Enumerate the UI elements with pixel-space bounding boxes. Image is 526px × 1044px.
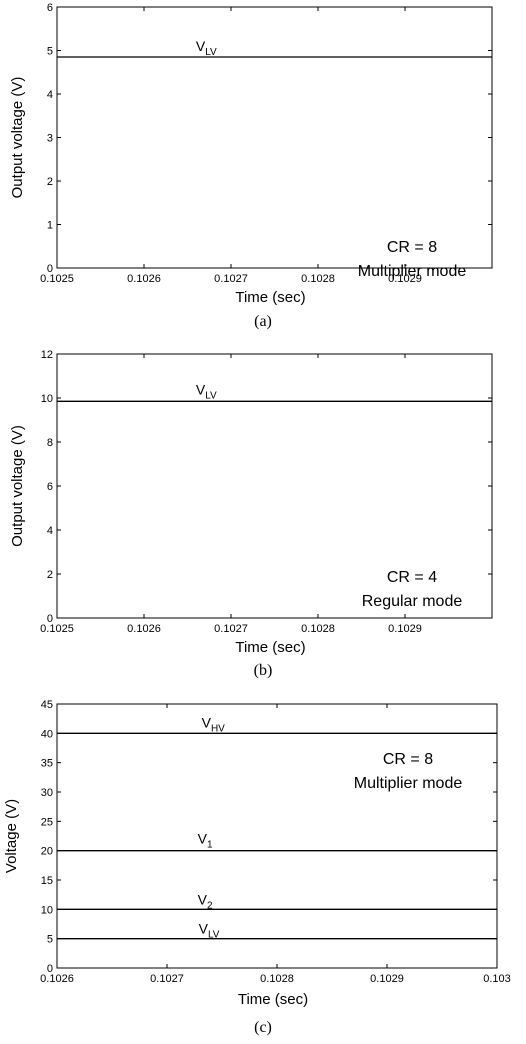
y-tick-label-a: 2 — [47, 176, 53, 188]
series-label-subscript: 2 — [207, 900, 213, 911]
y-tick-label-c: 10 — [41, 904, 53, 916]
plot-frame-a — [56, 6, 493, 269]
series-label-main: V — [198, 831, 208, 847]
y-tick-label-a: 1 — [47, 220, 53, 232]
panel-c: 0 5 10 15 20 25 30 35 40 45 0.1026 0.1027 0.1028 0.10… — [3, 699, 511, 1036]
x-tick-label-c: 0.103 — [483, 973, 511, 985]
annotation-mode-a: Multiplier mode — [358, 263, 467, 280]
series-label-main: V — [199, 921, 209, 937]
x-tick-label-c: 0.1027 — [150, 973, 184, 985]
series-label-c-lv: VLV — [199, 921, 220, 941]
x-tick-label-a: 0.1029 — [388, 273, 422, 285]
y-tick-label-c: 35 — [41, 758, 53, 770]
series-label-main: V — [202, 714, 212, 730]
annotation-mode-b: Regular mode — [362, 593, 463, 610]
y-tick-label-a: 0 — [47, 263, 53, 275]
y-axis-label-a: Output voltage (V) — [9, 77, 26, 199]
series-label-subscript: HV — [211, 723, 225, 734]
series-label-subscript: LV — [205, 47, 217, 58]
series-label-c-2: V2 — [198, 891, 213, 911]
y-tick-label-b: 8 — [47, 437, 53, 449]
y-tick-label-c: 20 — [41, 846, 53, 858]
series-label-main: V — [196, 38, 206, 54]
y-axis-label-b: Output voltage (V) — [9, 425, 26, 547]
annotation-cr-b: CR = 4 — [387, 569, 437, 586]
x-tick-label-b: 0.1029 — [388, 623, 422, 635]
y-tick-label-b: 6 — [47, 481, 53, 493]
y-tick-label-c: 45 — [41, 699, 53, 711]
x-tick-label-a: 0.1027 — [214, 273, 248, 285]
series-label-c-hv: VHV — [202, 714, 226, 734]
y-tick-label-b: 0 — [47, 613, 53, 625]
series-label-subscript: LV — [208, 930, 220, 941]
y-tick-label-c: 25 — [41, 816, 53, 828]
y-tick-label-c: 0 — [47, 963, 53, 975]
x-tick-label-b: 0.1026 — [127, 623, 161, 635]
y-tick-label-b: 2 — [47, 569, 53, 581]
y-tick-label-a: 4 — [47, 89, 53, 101]
caption-c: (c) — [254, 1019, 272, 1036]
y-tick-label-c: 5 — [47, 934, 53, 946]
y-tick-label-a: 5 — [47, 46, 53, 58]
series-label-b-lv: VLV — [196, 381, 217, 401]
annotation-mode-c: Multiplier mode — [354, 775, 463, 792]
x-tick-label-c: 0.1029 — [370, 973, 404, 985]
x-tick-label-b: 0.1025 — [40, 623, 74, 635]
y-tick-label-c: 15 — [41, 875, 53, 887]
y-tick-label-b: 10 — [41, 393, 53, 405]
x-tick-label-b: 0.1027 — [214, 623, 248, 635]
caption-a: (a) — [254, 313, 272, 330]
x-axis-label-b: Time (sec) — [235, 639, 305, 656]
y-axis-label-c: Voltage (V) — [3, 799, 20, 873]
panel-a: 0 1 2 3 4 5 6 0.1025 0.1026 0.1027 0.1028 0.1029 VL… — [9, 2, 493, 330]
x-axis-label-a: Time (sec) — [235, 289, 305, 306]
x-tick-label-c: 0.1028 — [260, 973, 294, 985]
x-axis-label-c: Time (sec) — [238, 991, 308, 1008]
y-tick-label-a: 3 — [47, 133, 53, 145]
caption-b: (b) — [254, 662, 273, 679]
series-label-main: V — [198, 891, 208, 907]
series-label-c-1: V1 — [198, 831, 213, 851]
series-label-a-lv: VLV — [196, 38, 217, 58]
y-tick-label-a: 6 — [47, 2, 53, 14]
plot-frame-c — [56, 703, 498, 969]
series-label-main: V — [196, 381, 206, 397]
x-tick-label-b: 0.1028 — [301, 623, 335, 635]
y-tick-label-c: 40 — [41, 728, 53, 740]
series-label-subscript: LV — [205, 390, 217, 401]
x-tick-label-a: 0.1025 — [40, 273, 74, 285]
annotation-cr-c: CR = 8 — [383, 751, 433, 768]
annotation-cr-a: CR = 8 — [387, 239, 437, 256]
y-tick-label-b: 4 — [47, 525, 53, 537]
series-label-subscript: 1 — [207, 840, 213, 851]
x-tick-label-a: 0.1026 — [127, 273, 161, 285]
x-tick-label-a: 0.1028 — [301, 273, 335, 285]
y-tick-label-c: 30 — [41, 787, 53, 799]
x-tick-label-c: 0.1026 — [40, 973, 74, 985]
y-tick-label-b: 12 — [41, 349, 53, 361]
